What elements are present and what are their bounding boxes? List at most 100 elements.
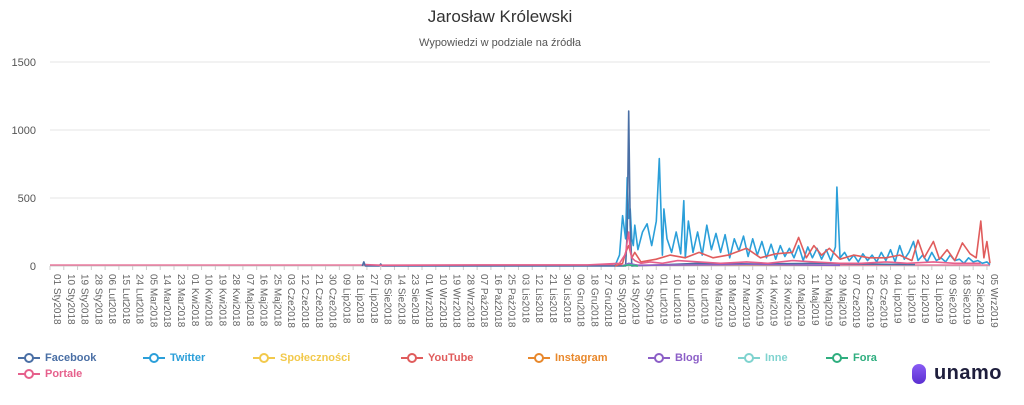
unamo-logo: unamo: [911, 362, 1002, 385]
legend-item-twitter[interactable]: Twitter: [143, 352, 205, 364]
x-tick-label: 28 Wrz2018: [464, 274, 475, 328]
legend-marker-icon: [401, 353, 423, 363]
x-tick-label: 21 Cze2018: [313, 274, 324, 328]
x-tick-label: 01 Kwi2018: [189, 274, 200, 327]
series-line-portale: [365, 231, 981, 267]
x-tick-label: 18 Gru2018: [588, 274, 599, 327]
x-tick-label: 11 Maj2019: [809, 274, 820, 326]
x-tick-label: 13 Lip2019: [905, 274, 916, 324]
x-tick-label: 14 Sie2018: [395, 274, 406, 325]
legend-item-youtube[interactable]: YouTube: [401, 352, 473, 364]
x-tick-label: 14 Sty2019: [630, 274, 641, 325]
x-tick-label: 30 Lis2018: [561, 274, 572, 323]
x-tick-label: 07 Maj2018: [244, 274, 255, 327]
legend-marker-icon: [648, 353, 670, 363]
x-tick-label: 03 Cze2018: [285, 274, 296, 328]
x-tick-label: 19 Wrz2018: [451, 274, 462, 328]
x-tick-label: 05 Kwi2019: [754, 274, 765, 327]
x-tick-label: 28 Kwi2018: [230, 274, 241, 327]
y-tick-label: 1000: [12, 125, 36, 137]
legend-label: Społeczności: [280, 352, 351, 364]
x-tick-label: 25 Cze2019: [878, 274, 889, 328]
x-tick-label: 23 Sty2019: [643, 274, 654, 325]
series-line-fora: [622, 264, 638, 267]
series-line-facebook: [361, 110, 916, 267]
legend-dot: [654, 353, 664, 363]
x-tick-label: 09 Mar2019: [712, 274, 723, 328]
legend-item-facebook[interactable]: Facebook: [18, 352, 96, 364]
legend-marker-icon: [143, 353, 165, 363]
x-tick-label: 07 Cze2019: [850, 274, 861, 328]
x-tick-label: 07 Paź2018: [478, 274, 489, 328]
x-tick-label: 28 Lut2019: [699, 274, 710, 324]
legend-marker-icon: [826, 353, 848, 363]
legend-item-instagram[interactable]: Instagram: [528, 352, 608, 364]
legend-label: Blogi: [675, 352, 703, 364]
x-tick-label: 05 Sie2018: [382, 274, 393, 325]
x-tick-label: 02 Maj2019: [795, 274, 806, 327]
legend-item-blogi[interactable]: Blogi: [648, 352, 703, 364]
logo-text: unamo: [933, 362, 1002, 384]
legend-label: YouTube: [428, 352, 474, 364]
legend-marker-icon: [738, 353, 760, 363]
x-tick-label: 05 Wrz2019: [988, 274, 999, 328]
legend-label: Twitter: [170, 352, 206, 364]
x-tick-label: 25 Paź2018: [506, 274, 517, 328]
x-tick-label: 23 Kwi2019: [781, 274, 792, 327]
x-tick-label: 05 Sty2019: [616, 274, 627, 325]
legend-label: Fora: [853, 352, 877, 364]
x-tick-label: 03 Lis2018: [519, 274, 530, 323]
x-tick-label: 22 Lip2019: [919, 274, 930, 324]
x-tick-label: 14 Mar2018: [161, 274, 172, 328]
y-tick-label: 0: [30, 261, 36, 273]
legend-item-inne[interactable]: Inne: [738, 352, 788, 364]
x-tick-label: 27 Sie2019: [974, 274, 985, 325]
legend-marker-icon: [18, 369, 40, 379]
x-tick-label: 16 Maj2018: [258, 274, 269, 327]
series-line-youtube: [614, 220, 991, 267]
legend-item-fora[interactable]: Fora: [826, 352, 877, 364]
x-tick-label: 27 Gru2018: [602, 274, 613, 327]
legend-dot: [24, 369, 34, 379]
x-tick-label: 10 Lut2019: [671, 274, 682, 324]
legend-label: Facebook: [45, 352, 97, 364]
chart-title: Jarosław Królewski: [427, 7, 573, 26]
x-tick-label: 19 Sty2018: [79, 274, 90, 325]
x-tick-label: 06 Lut2018: [106, 274, 117, 324]
x-tick-label: 01 Lut2019: [657, 274, 668, 324]
x-tick-label: 12 Cze2018: [299, 274, 310, 328]
x-tick-label: 20 Maj2019: [823, 274, 834, 327]
series-line-twitter: [614, 157, 991, 267]
x-tick-label: 18 Sie2019: [960, 274, 971, 325]
x-tick-label: 01 Sty2018: [51, 274, 62, 325]
x-tick-label: 05 Mar2018: [147, 274, 158, 328]
x-tick-label: 18 Lip2018: [354, 274, 365, 324]
legend-dot: [407, 353, 417, 363]
x-tick-label: 28 Sty2018: [92, 274, 103, 325]
x-tick-label: 31 Lip2019: [933, 274, 944, 324]
x-tick-label: 16 Paź2018: [492, 274, 503, 328]
x-tick-label: 12 Lis2018: [533, 274, 544, 323]
legend-dot: [259, 353, 269, 363]
x-tick-label: 16 Cze2019: [864, 274, 875, 328]
x-tick-label: 25 Maj2018: [271, 274, 282, 327]
legend-item-społeczności[interactable]: Społeczności: [253, 352, 350, 364]
legend-marker-icon: [253, 353, 275, 363]
legend-dot: [744, 353, 754, 363]
y-tick-label: 1500: [12, 57, 36, 69]
legend-label: Inne: [765, 352, 788, 364]
chart-subtitle: Wypowiedzi w podziale na źródła: [419, 37, 581, 49]
x-tick-label: 10 Kwi2018: [203, 274, 214, 327]
x-tick-label: 09 Sie2019: [947, 274, 958, 325]
x-tick-label: 19 Kwi2018: [216, 274, 227, 327]
line-chart: 0 500 1000 1500 01 Sty2018 10 Sty2018 19 Sty20…: [12, 57, 999, 328]
x-tick-label: 21 Lis2018: [547, 274, 558, 323]
x-tick-label: 10 Sty2018: [65, 274, 76, 325]
x-tick-label: 14 Kwi2019: [767, 274, 778, 327]
legend-item-portale[interactable]: Portale: [18, 368, 82, 380]
unamo-logo-icon: [911, 363, 926, 384]
x-tick-label: 23 Sie2018: [409, 274, 420, 325]
x-tick-label: 09 Lip2018: [340, 274, 351, 324]
x-tick-label: 15 Lut2018: [120, 274, 131, 324]
legend-label: Instagram: [555, 352, 608, 364]
